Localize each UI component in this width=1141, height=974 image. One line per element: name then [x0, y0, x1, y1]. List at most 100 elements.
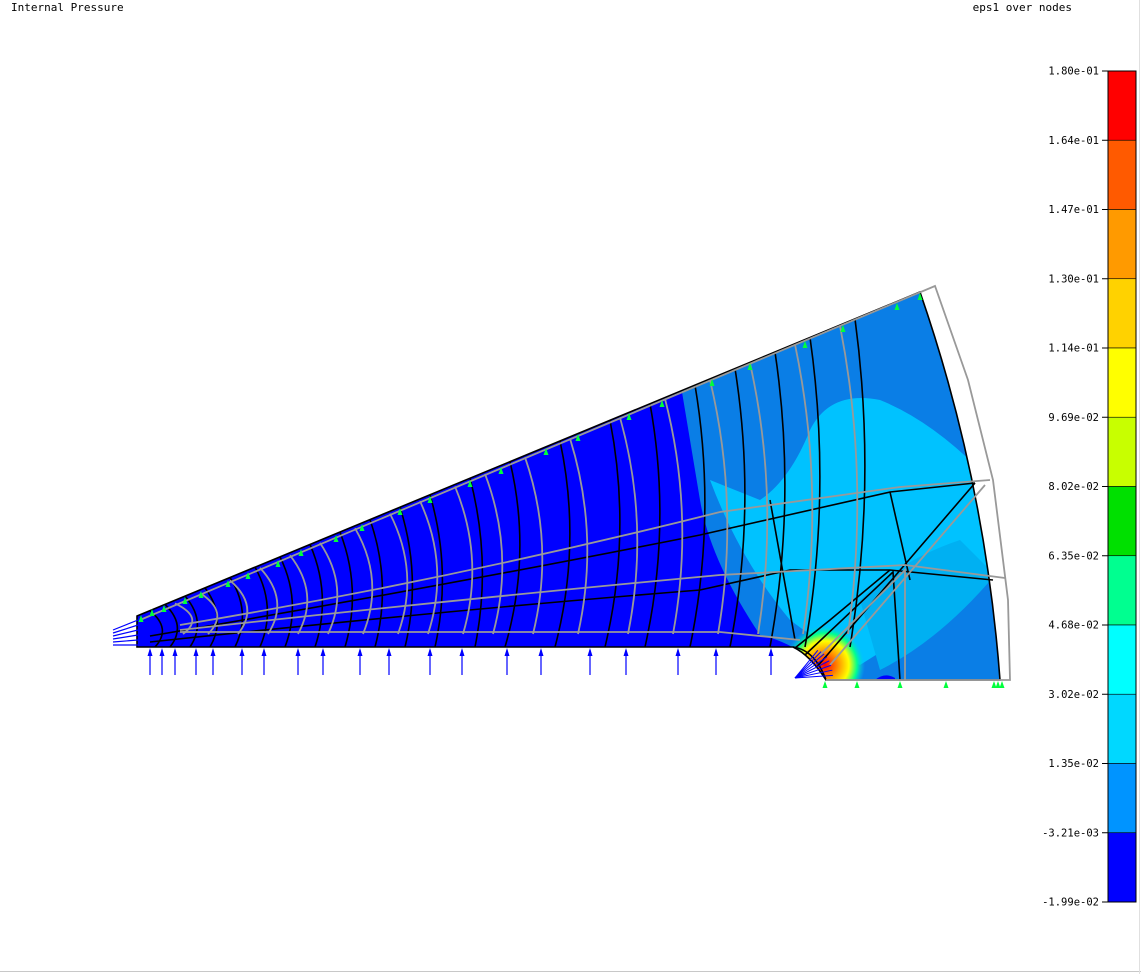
deformed-mesh-line [794, 344, 814, 635]
mesh-line [794, 569, 891, 649]
load-arrow-head [768, 648, 774, 656]
deformed-mesh-line [749, 363, 769, 635]
deformed-mesh-line [199, 592, 219, 635]
deformed-outline [139, 284, 1011, 681]
load-arrow [112, 634, 139, 640]
support-marker [575, 434, 581, 441]
deformed-mesh-line [819, 567, 906, 680]
deformed-mesh-line [179, 479, 991, 626]
deformed-mesh-line [619, 417, 639, 635]
mesh-line [554, 440, 571, 648]
support-marker [991, 681, 997, 688]
load-arrow-head [193, 648, 199, 656]
support-marker [995, 681, 1001, 688]
support-marker [149, 609, 155, 616]
pressure-load-arrows [112, 619, 833, 679]
load-arrow [794, 664, 832, 679]
support-marker [138, 615, 144, 622]
legend-swatch [1107, 555, 1137, 626]
support-marker [298, 549, 304, 556]
support-marker [427, 496, 433, 503]
legend-tick-label: 1.80e-01 [1048, 66, 1099, 78]
mesh-line [815, 482, 976, 669]
mesh-line [469, 478, 484, 648]
legend-tick-label: 1.35e-02 [1048, 758, 1099, 770]
load-arrow [794, 674, 833, 679]
mesh-line [254, 566, 269, 648]
mesh-line [804, 570, 901, 681]
support-marker [626, 413, 632, 420]
support-marker [198, 591, 204, 598]
support-marker [397, 508, 403, 515]
legend-tick-label: 4.68e-02 [1048, 620, 1099, 632]
support-marker [161, 605, 167, 612]
legend-tick-label: 1.64e-01 [1048, 135, 1099, 147]
legend-swatch [1107, 70, 1137, 141]
support-marker [659, 400, 665, 407]
load-arrow-head [623, 648, 629, 656]
deformed-mesh-line [709, 379, 729, 635]
deformed-mesh [139, 284, 1011, 681]
mesh-line [309, 544, 324, 648]
load-arrow-head [210, 648, 216, 656]
mesh-line [339, 531, 354, 648]
load-arrow-head [320, 648, 326, 656]
deformed-mesh-line [354, 527, 374, 635]
load-arrow [112, 624, 139, 634]
contour-field [137, 292, 1000, 680]
mesh-line [769, 351, 786, 648]
mesh-line [279, 556, 294, 648]
mesh-line [504, 461, 521, 648]
legend-tick-label: 3.02e-02 [1048, 689, 1099, 701]
support-marker [709, 379, 715, 386]
deformed-mesh-line [229, 579, 249, 635]
support-marker [333, 535, 339, 542]
load-arrow-head [538, 648, 544, 656]
legend-tick-label: 1.30e-01 [1048, 273, 1099, 285]
legend-swatch [1107, 416, 1137, 487]
load-arrow-head [357, 648, 363, 656]
load-arrow-head [427, 648, 433, 656]
support-marker [225, 580, 231, 587]
load-arrow-head [147, 648, 153, 656]
load-arrow-head [675, 648, 681, 656]
legend-tick-label: 6.35e-02 [1048, 550, 1099, 562]
support-marker [182, 597, 188, 604]
load-arrow-head [239, 648, 245, 656]
result-label: eps1 over nodes [972, 1, 1072, 14]
deformed-mesh-line [419, 500, 439, 635]
load-arrow-head [159, 648, 165, 656]
deformed-mesh-line [454, 486, 474, 635]
deformed-mesh-line [839, 325, 859, 635]
support-marker [543, 448, 549, 455]
legend-swatch [1107, 763, 1137, 834]
support-marker [897, 681, 903, 688]
load-arrow [112, 619, 139, 631]
load-arrow-head [295, 648, 301, 656]
load-arrow [112, 629, 139, 637]
load-arrow [794, 653, 825, 679]
mesh-line [804, 337, 821, 648]
support-marker [999, 681, 1005, 688]
load-arrow-head [587, 648, 593, 656]
legend-tick-label: 1.14e-01 [1048, 343, 1099, 355]
plot-title: Internal Pressure [11, 1, 124, 14]
legend-swatch [1107, 139, 1137, 210]
mesh-line [149, 482, 976, 637]
load-arrow [794, 669, 833, 679]
legend-tick-label: 9.69e-02 [1048, 412, 1099, 424]
legend-tick-label: -3.21e-03 [1042, 827, 1099, 839]
color-legend: 1.80e-01 1.64e-01 1.47e-01 1.30e-01 1.14e-01… [1042, 66, 1137, 909]
support-marker [894, 303, 900, 310]
mesh-line [849, 318, 866, 648]
legend-tick-label: 1.47e-01 [1048, 204, 1099, 216]
load-arrow [794, 660, 830, 679]
legend-swatch [1107, 347, 1137, 418]
mesh-line [769, 499, 796, 641]
support-marker [917, 293, 923, 300]
support-marker [275, 560, 281, 567]
mesh-line [604, 420, 621, 648]
support-marker [822, 681, 828, 688]
mesh-line [644, 403, 661, 648]
